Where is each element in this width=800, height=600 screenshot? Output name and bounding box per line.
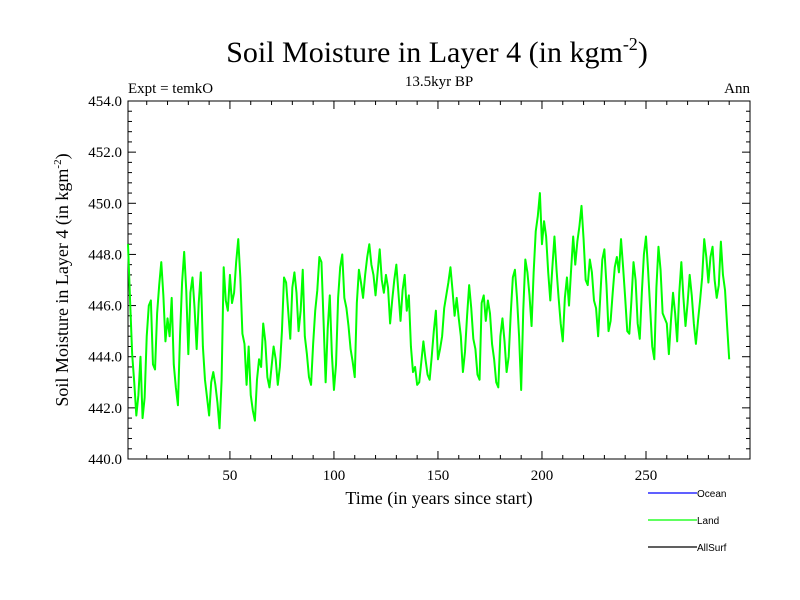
chart-title-close: ) (638, 36, 648, 69)
chart-subtitle: 13.5kyr BP (405, 74, 473, 90)
chart-title-main: Soil Moisture in Layer 4 (in kgm (226, 36, 623, 69)
period-label: Ann (724, 81, 750, 97)
legend-label-land: Land (697, 516, 719, 527)
y-tick-label: 446.0 (88, 299, 122, 315)
x-tick-label: 50 (222, 468, 237, 484)
y-tick-label: 450.0 (88, 196, 122, 212)
x-tick-label: 150 (427, 468, 450, 484)
y-axis-label-close: ) (52, 153, 73, 159)
y-axis-label-sup: -2 (52, 159, 64, 168)
chart-title-sup: -2 (623, 34, 638, 54)
series-group (127, 192, 731, 430)
chart-title: Soil Moisture in Layer 4 (in kgm-2) (226, 34, 648, 69)
axis-ticks: 50 100 150 200 250 440.0 442.0 444.0 446.0 448.0 4… (88, 94, 750, 484)
y-tick-label: 448.0 (88, 247, 122, 263)
legend-label-allsurf: AllSurf (697, 543, 727, 554)
y-tick-label: 454.0 (88, 94, 122, 110)
y-tick-label: 444.0 (88, 350, 122, 366)
legend: Ocean Land AllSurf (648, 489, 727, 554)
y-axis-label-main: Soil Moisture in Layer 4 (in kgm (52, 169, 73, 407)
x-tick-label: 100 (323, 468, 346, 484)
legend-label-ocean: Ocean (697, 489, 726, 500)
y-axis-label: Soil Moisture in Layer 4 (in kgm-2) (52, 153, 73, 406)
x-tick-label: 250 (635, 468, 658, 484)
y-tick-label: 452.0 (88, 145, 122, 161)
plot-frame (127, 100, 751, 460)
y-tick-label: 440.0 (88, 452, 122, 468)
x-axis-label: Time (in years since start) (345, 488, 532, 509)
series-line-land (127, 192, 731, 430)
x-tick-label: 200 (531, 468, 554, 484)
y-tick-label: 442.0 (88, 401, 122, 417)
experiment-label: Expt = temkO (128, 81, 213, 97)
